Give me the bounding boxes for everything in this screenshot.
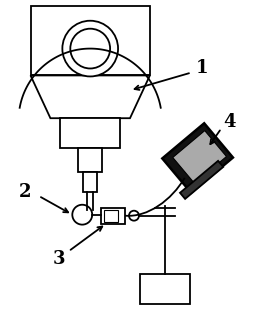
Bar xyxy=(104,210,118,222)
Polygon shape xyxy=(31,6,150,75)
Polygon shape xyxy=(60,118,120,148)
Text: 4: 4 xyxy=(224,113,236,131)
Bar xyxy=(140,275,190,304)
Circle shape xyxy=(62,21,118,76)
Polygon shape xyxy=(78,148,102,172)
Text: 1: 1 xyxy=(196,59,208,78)
Polygon shape xyxy=(162,123,233,193)
Polygon shape xyxy=(83,172,97,192)
Polygon shape xyxy=(173,131,226,183)
Circle shape xyxy=(129,211,139,221)
Polygon shape xyxy=(31,75,150,118)
Text: 3: 3 xyxy=(52,250,65,269)
Text: 2: 2 xyxy=(19,183,31,201)
Bar xyxy=(101,208,125,223)
Circle shape xyxy=(72,205,92,225)
Polygon shape xyxy=(180,161,223,199)
Circle shape xyxy=(70,29,110,69)
